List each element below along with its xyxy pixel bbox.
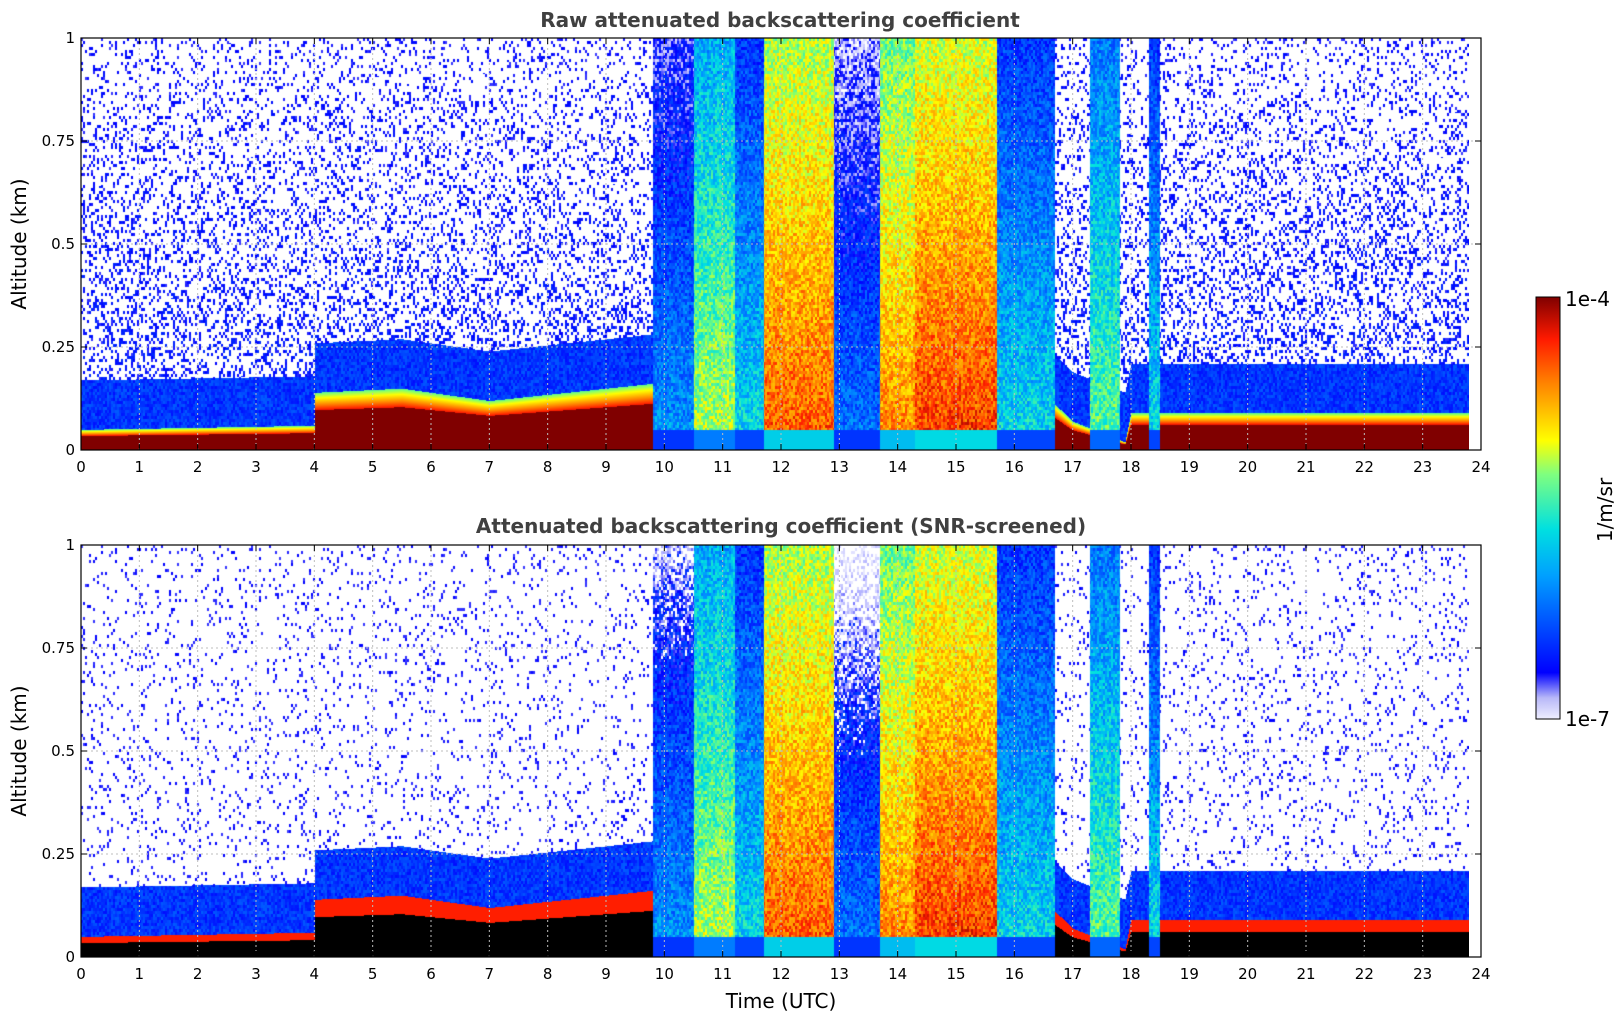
colorbar-min-label: 1e-7 — [1565, 707, 1610, 731]
x-tick-label: 8 — [543, 965, 553, 983]
x-tick-label: 13 — [830, 965, 849, 983]
y-tick-label: 0.25 — [42, 338, 75, 356]
x-tick-label: 11 — [713, 965, 732, 983]
colorbar-unit-label: 1/m/sr — [1593, 477, 1617, 542]
heatmap-image — [81, 38, 1469, 450]
x-tick-label: 5 — [368, 965, 378, 983]
y-tick-label: 0.5 — [51, 235, 75, 253]
panel-snr-ylabel: Altitude (km) — [7, 685, 31, 816]
x-tick-label: 8 — [543, 458, 553, 476]
colorbar: 1e-4 1e-7 1/m/sr — [1535, 287, 1617, 731]
y-tick-label: 1 — [65, 536, 75, 554]
y-tick-label: 0.75 — [42, 639, 75, 657]
x-tick-label: 1 — [135, 458, 145, 476]
x-tick-label: 6 — [426, 965, 436, 983]
panel-snr: Attenuated backscattering coefficient (S… — [7, 514, 1491, 1013]
x-tick-label: 10 — [655, 458, 674, 476]
x-tick-label: 20 — [1238, 965, 1257, 983]
y-tick-label: 0.75 — [42, 132, 75, 150]
panel-raw-y-ticks: 0 0.25 0.5 0.75 1 — [42, 29, 1481, 459]
colorbar-gradient — [1535, 296, 1561, 720]
x-tick-label: 3 — [251, 965, 261, 983]
x-tick-label: 3 — [251, 458, 261, 476]
y-tick-label: 0 — [65, 441, 75, 459]
panel-raw-title: Raw attenuated backscattering coefficien… — [540, 8, 1020, 32]
x-tick-label: 16 — [1005, 458, 1024, 476]
x-tick-label: 7 — [485, 965, 495, 983]
x-tick-label: 17 — [1063, 458, 1082, 476]
x-tick-label: 24 — [1471, 965, 1490, 983]
x-tick-label: 7 — [485, 458, 495, 476]
panel-snr-y-ticks: 0 0.25 0.5 0.75 1 — [42, 536, 1481, 966]
panel-snr-x-ticks: 0 1 2 3 4 5 6 7 8 9 10 11 12 13 14 15 16 17 18 19 20 21 22 23 24 — [76, 545, 1491, 983]
x-tick-label: 1 — [135, 965, 145, 983]
x-tick-label: 11 — [713, 458, 732, 476]
x-tick-label: 13 — [830, 458, 849, 476]
x-tick-label: 21 — [1296, 965, 1315, 983]
heatmap-image — [81, 545, 1469, 957]
y-tick-label: 0.25 — [42, 845, 75, 863]
x-tick-label: 4 — [310, 458, 320, 476]
panel-snr-heatmap — [81, 545, 1469, 957]
x-tick-label: 2 — [193, 458, 203, 476]
panel-snr-xlabel: Time (UTC) — [725, 989, 837, 1013]
x-tick-label: 18 — [1121, 458, 1140, 476]
x-tick-label: 17 — [1063, 965, 1082, 983]
panel-raw-grid — [81, 38, 1481, 450]
panel-raw-heatmap — [81, 38, 1469, 450]
colorbar-max-label: 1e-4 — [1565, 287, 1610, 311]
x-tick-label: 21 — [1296, 458, 1315, 476]
panel-raw-ylabel: Altitude (km) — [7, 178, 31, 309]
x-tick-label: 19 — [1180, 458, 1199, 476]
x-tick-label: 24 — [1471, 458, 1490, 476]
x-tick-label: 4 — [310, 965, 320, 983]
x-tick-label: 15 — [946, 965, 965, 983]
x-tick-label: 14 — [888, 458, 907, 476]
x-tick-label: 16 — [1005, 965, 1024, 983]
x-tick-label: 9 — [601, 458, 611, 476]
x-tick-label: 19 — [1180, 965, 1199, 983]
x-tick-label: 23 — [1413, 965, 1432, 983]
y-tick-label: 1 — [65, 29, 75, 47]
x-tick-label: 22 — [1355, 458, 1374, 476]
panel-raw: Raw attenuated backscattering coefficien… — [7, 8, 1491, 476]
x-tick-label: 0 — [76, 458, 86, 476]
x-tick-label: 18 — [1121, 965, 1140, 983]
x-tick-label: 12 — [771, 458, 790, 476]
x-tick-label: 6 — [426, 458, 436, 476]
x-tick-label: 15 — [946, 458, 965, 476]
panel-raw-x-ticks: 0 1 2 3 4 5 6 7 8 9 10 11 12 13 14 15 16 17 18 19 20 21 22 23 24 — [76, 38, 1491, 476]
y-tick-label: 0.5 — [51, 742, 75, 760]
x-tick-label: 14 — [888, 965, 907, 983]
panel-snr-title: Attenuated backscattering coefficient (S… — [476, 514, 1086, 538]
x-tick-label: 12 — [771, 965, 790, 983]
x-tick-label: 20 — [1238, 458, 1257, 476]
x-tick-label: 0 — [76, 965, 86, 983]
panel-snr-grid — [81, 545, 1481, 957]
x-tick-label: 9 — [601, 965, 611, 983]
x-tick-label: 23 — [1413, 458, 1432, 476]
y-tick-label: 0 — [65, 948, 75, 966]
x-tick-label: 22 — [1355, 965, 1374, 983]
x-tick-label: 2 — [193, 965, 203, 983]
x-tick-label: 5 — [368, 458, 378, 476]
x-tick-label: 10 — [655, 965, 674, 983]
